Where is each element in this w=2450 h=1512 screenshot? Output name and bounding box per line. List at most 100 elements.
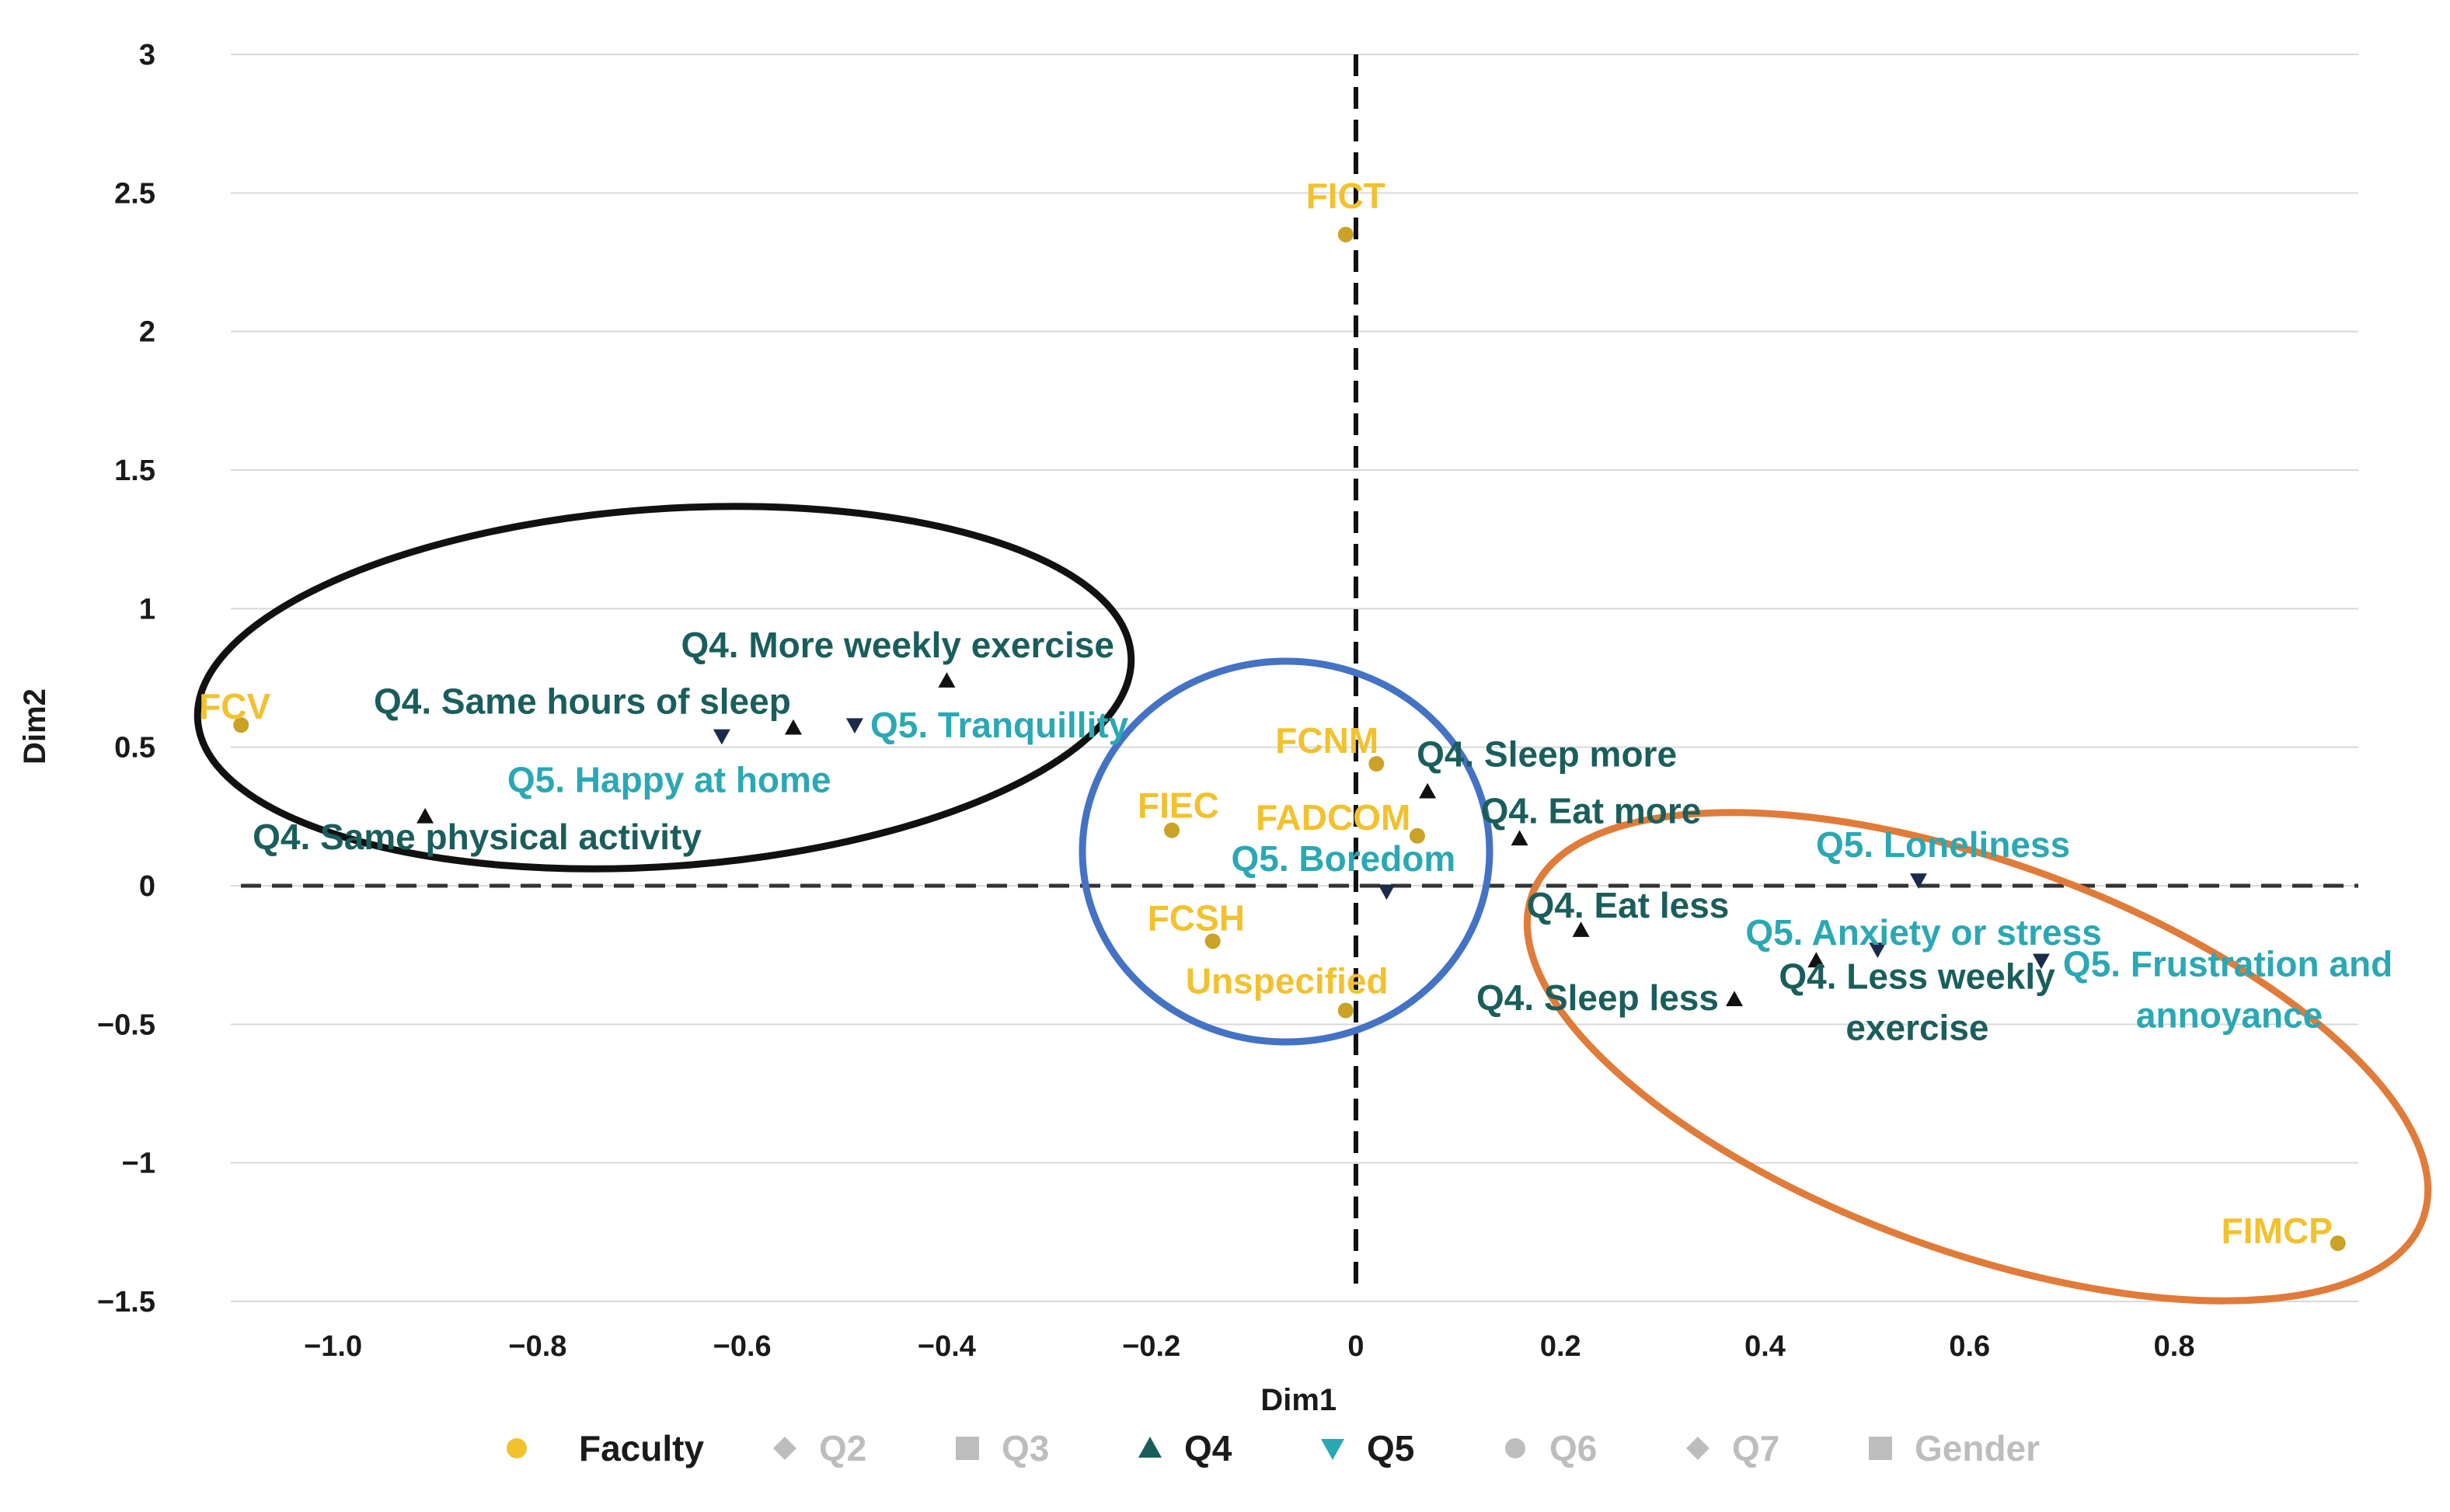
- legend-marker-q4: [1138, 1437, 1162, 1458]
- point-q5-tranquillity: [845, 718, 863, 734]
- y-tick-label: 3: [139, 39, 155, 71]
- x-tick-label: 0.6: [1949, 1330, 1990, 1363]
- legend-item-faculty[interactable]: Faculty: [507, 1428, 704, 1468]
- label-q5-anxiety-or-stress: Q5. Anxiety or stress: [1745, 912, 2102, 953]
- legend[interactable]: Faculty Q2 Q3 Q4 Q5 Q6 Q7 Gender: [507, 1428, 2040, 1468]
- y-tick-label: −1.5: [97, 1286, 155, 1319]
- x-tick-label: 0: [1347, 1330, 1364, 1363]
- legend-item-q3[interactable]: Q3: [956, 1428, 1049, 1468]
- legend-item-q6[interactable]: Q6: [1505, 1428, 1597, 1468]
- reference-lines: [241, 54, 2358, 1290]
- y-tick-label: 2.5: [114, 177, 155, 210]
- legend-marker-q2: [773, 1437, 796, 1460]
- legend-marker-q7: [1686, 1437, 1709, 1460]
- label-fadcom: FADCOM: [1256, 797, 1410, 838]
- x-tick-label: −0.4: [918, 1330, 976, 1363]
- point-fcsh: [1204, 933, 1221, 949]
- grid-lines: [231, 54, 2358, 1302]
- cluster-left-outline: [193, 503, 1135, 873]
- x-tick-label: −0.8: [508, 1330, 566, 1363]
- x-tick-label: 0.4: [1744, 1330, 1786, 1363]
- legend-label: Q5: [1367, 1428, 1414, 1468]
- point-q5-anxiety-or-stress: [1869, 942, 1887, 959]
- point-q4-less-weekly-exercise: [1807, 952, 1825, 968]
- y-tick-label: 0.5: [114, 732, 155, 765]
- y-tick-label: 1: [139, 593, 155, 625]
- cluster-right-outline: [1523, 809, 2432, 1305]
- point-q4-eat-more: [1511, 830, 1528, 846]
- point-fiec: [1164, 822, 1180, 838]
- label-q4-same-hours-of-sleep: Q4. Same hours of sleep: [374, 681, 791, 722]
- y-axis-title: Dim2: [18, 688, 52, 765]
- legend-marker-q6: [1505, 1438, 1525, 1458]
- label-q4-sleep-less: Q4. Sleep less: [1476, 977, 1719, 1018]
- label-q4-eat-less: Q4. Eat less: [1527, 885, 1730, 925]
- data-points: [233, 226, 2346, 1252]
- point-q4-more-weekly-exercise: [938, 672, 956, 688]
- point-fadcom: [1409, 827, 1425, 844]
- label-fiec: FIEC: [1138, 786, 1219, 826]
- legend-label: Faculty: [579, 1428, 704, 1468]
- label-q5-boredom: Q5. Boredom: [1231, 838, 1455, 879]
- label-fcnm: FCNM: [1275, 720, 1378, 761]
- point-q4-eat-less: [1572, 921, 1590, 937]
- point-q5-happy-at-home: [713, 729, 730, 745]
- legend-item-q4[interactable]: Q4: [1138, 1428, 1232, 1468]
- legend-label: Q2: [819, 1428, 866, 1468]
- legend-label: Q7: [1732, 1428, 1779, 1468]
- point-fcv: [233, 717, 249, 733]
- x-tick-label: −1.0: [304, 1330, 362, 1363]
- label-fimcp: FIMCP: [2222, 1211, 2333, 1251]
- label-q5-loneliness: Q5. Loneliness: [1816, 824, 2070, 865]
- label-fcv: FCV: [199, 686, 270, 726]
- label-fcsh: FCSH: [1148, 897, 1245, 938]
- cluster-outlines: [193, 503, 2432, 1305]
- label-q5-frustration-and-annoyance: Q5. Frustration and annoyance: [2063, 943, 2392, 1035]
- point-q4-same-hours-of-sleep: [784, 719, 802, 735]
- point-q4-sleep-more: [1419, 782, 1437, 799]
- legend-item-q5[interactable]: Q5: [1321, 1428, 1414, 1468]
- label-q4-same-physical-activity: Q4. Same physical activity: [253, 817, 702, 857]
- x-tick-label: 0.2: [1540, 1330, 1581, 1363]
- legend-marker-gender: [1869, 1437, 1892, 1460]
- x-tick-label: −0.6: [713, 1330, 772, 1363]
- label-q5-happy-at-home: Q5. Happy at home: [507, 759, 831, 800]
- legend-label: Gender: [1915, 1428, 2040, 1468]
- point-q5-boredom: [1378, 884, 1396, 901]
- y-tick-label: 1.5: [114, 455, 155, 487]
- axes: 3 2.5 2 1.5 1 0.5 0 −0.5 −1 −1.5 −1.0 −0.8 −0.6 −0.4 −…: [18, 39, 2194, 1417]
- cluster-center-outline: [1079, 657, 1493, 1046]
- legend-marker-q5: [1321, 1439, 1344, 1460]
- label-unspecified: Unspecified: [1186, 961, 1389, 1002]
- point-unspecified: [1337, 1002, 1354, 1019]
- y-tick-label: −1: [122, 1148, 155, 1180]
- point-fimcp: [2330, 1235, 2346, 1252]
- label-q4-less-weekly-exercise: Q4. Less weekly exercise: [1779, 956, 2055, 1047]
- point-q5-frustration-and-annoyance: [2032, 953, 2050, 970]
- x-tick-label: −0.2: [1122, 1330, 1180, 1363]
- label-q5-tranquillity: Q5. Tranquillity: [870, 705, 1129, 745]
- label-q4-eat-more: Q4. Eat more: [1481, 790, 1702, 831]
- point-q4-same-physical-activity: [416, 807, 434, 824]
- point-fcnm: [1368, 756, 1385, 772]
- point-q4-sleep-less: [1726, 991, 1744, 1007]
- y-tick-label: 2: [139, 316, 155, 349]
- legend-label: Q4: [1184, 1428, 1232, 1468]
- legend-item-gender[interactable]: Gender: [1869, 1428, 2040, 1468]
- label-q4-more-weekly-exercise: Q4. More weekly exercise: [681, 625, 1113, 665]
- x-axis-title: Dim1: [1260, 1383, 1337, 1417]
- legend-item-q2[interactable]: Q2: [773, 1428, 866, 1468]
- legend-marker-faculty: [507, 1438, 527, 1458]
- y-tick-label: −0.5: [97, 1009, 155, 1041]
- point-q5-loneliness: [1909, 873, 1927, 889]
- label-fict: FICT: [1306, 176, 1385, 216]
- legend-label: Q6: [1549, 1428, 1597, 1468]
- point-fict: [1337, 226, 1354, 242]
- label-q4-sleep-more: Q4. Sleep more: [1417, 734, 1677, 775]
- y-tick-label: 0: [139, 870, 155, 903]
- legend-item-q7[interactable]: Q7: [1686, 1428, 1779, 1468]
- x-tick-label: 0.8: [2154, 1330, 2195, 1363]
- legend-label: Q3: [1002, 1428, 1049, 1468]
